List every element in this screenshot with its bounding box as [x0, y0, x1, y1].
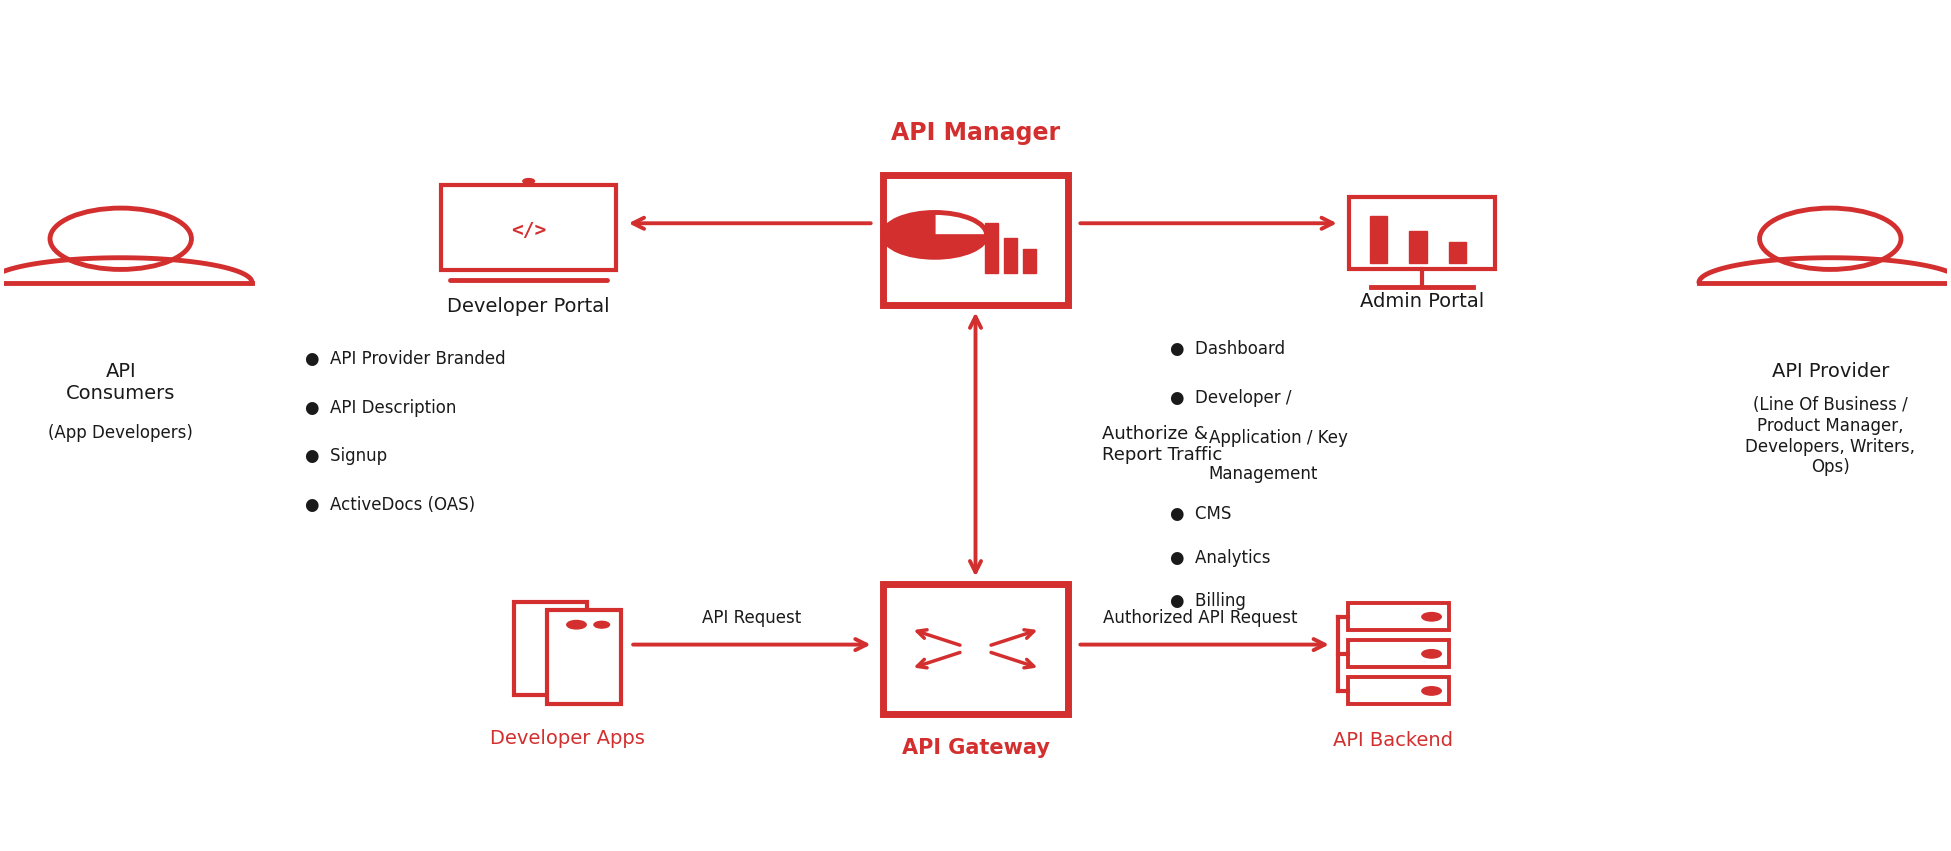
Circle shape — [593, 621, 609, 628]
Text: Admin Portal: Admin Portal — [1360, 293, 1485, 311]
Polygon shape — [884, 213, 987, 257]
Bar — [1348, 677, 1450, 705]
Text: Management: Management — [1208, 465, 1319, 483]
Text: API Provider: API Provider — [1772, 363, 1889, 381]
Bar — [1350, 197, 1494, 269]
Circle shape — [1422, 649, 1442, 658]
Text: API Backend: API Backend — [1333, 731, 1453, 751]
Bar — [546, 610, 620, 704]
Text: ●  CMS: ● CMS — [1171, 505, 1231, 523]
Bar — [1024, 249, 1036, 273]
Text: </>: </> — [511, 220, 546, 239]
Text: ●  API Provider Branded: ● API Provider Branded — [304, 350, 505, 368]
Bar — [884, 584, 1067, 714]
Bar — [441, 186, 617, 270]
Circle shape — [1422, 613, 1442, 621]
Text: API Manager: API Manager — [892, 122, 1059, 146]
Bar — [1348, 641, 1450, 667]
Text: (App Developers): (App Developers) — [49, 424, 193, 442]
Bar — [1370, 216, 1387, 263]
Bar — [884, 174, 1067, 306]
Text: API Gateway: API Gateway — [901, 738, 1050, 757]
Text: ●  ActiveDocs (OAS): ● ActiveDocs (OAS) — [304, 496, 476, 514]
Text: (Line Of Business /
Product Manager,
Developers, Writers,
Ops): (Line Of Business / Product Manager, Dev… — [1746, 396, 1916, 477]
Text: ●  Developer /: ● Developer / — [1171, 389, 1292, 408]
Text: Developer Portal: Developer Portal — [447, 296, 611, 316]
Text: API Request: API Request — [702, 608, 802, 626]
Bar — [1448, 242, 1465, 263]
Text: ●  Billing: ● Billing — [1171, 591, 1245, 609]
Circle shape — [523, 179, 535, 184]
Bar — [1348, 603, 1450, 631]
Text: Developer Apps: Developer Apps — [490, 728, 646, 748]
Bar — [513, 602, 587, 694]
Bar — [985, 223, 997, 273]
Text: API
Consumers: API Consumers — [66, 363, 176, 403]
Text: ●  Dashboard: ● Dashboard — [1171, 340, 1286, 358]
Bar — [1005, 237, 1016, 273]
Text: ●  Analytics: ● Analytics — [1171, 550, 1270, 568]
Text: Authorize &
Report Traffic: Authorize & Report Traffic — [1102, 425, 1221, 464]
Text: Authorized API Request: Authorized API Request — [1102, 608, 1297, 626]
Bar — [1409, 231, 1426, 263]
Text: ●  Signup: ● Signup — [304, 448, 388, 465]
Text: ●  API Description: ● API Description — [304, 398, 457, 416]
Circle shape — [566, 620, 585, 629]
Circle shape — [1422, 687, 1442, 695]
Text: Application / Key: Application / Key — [1208, 429, 1348, 447]
